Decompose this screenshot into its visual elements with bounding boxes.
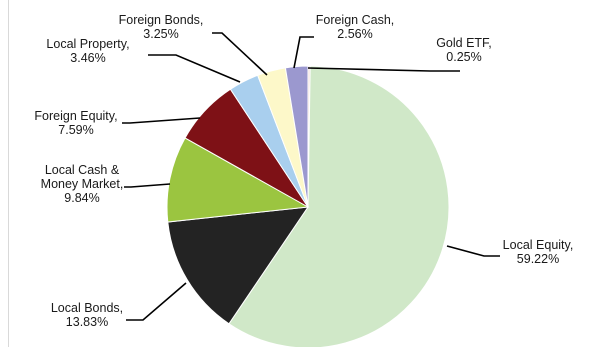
slice-name-label: Foreign Equity, [34,109,117,123]
slice-labels: Gold ETF,0.25% Local Equity,59.22% Local B… [34,13,573,329]
slice-value-label: 13.83% [66,315,108,329]
slice-name-label: Foreign Bonds, [119,13,204,27]
pie-slices [166,65,450,349]
leader-line [307,67,460,72]
leader-line [122,117,201,124]
pie-slice [167,206,310,325]
slice-name-label: Local Cash & [45,163,120,177]
slice-value-label: 0.25% [446,50,481,64]
leader-line [446,245,500,257]
leader-line [293,36,314,69]
slice-name-label: Foreign Cash, [316,13,395,27]
slice-value-label: 2.56% [337,27,372,41]
slice-value-label: 9.84% [64,191,99,205]
slice-value-label: 7.59% [58,123,93,137]
slice-name-label: Gold ETF, [436,36,492,50]
leader-line [212,32,268,76]
leader-lines [122,32,500,321]
leader-line [148,54,241,83]
leader-line [124,183,171,188]
slice-value-label: 59.22% [517,252,559,266]
slice-name-label: Money Market, [41,177,124,191]
slice-value-label: 3.46% [70,51,105,65]
slice-value-label: 3.25% [143,27,178,41]
leader-line [126,282,187,321]
pie-slice [284,65,309,208]
pie-slice [166,137,310,223]
slice-name-label: Local Bonds, [51,301,123,315]
slice-name-label: Local Property, [46,37,129,51]
slice-name-label: Local Equity, [503,238,574,252]
chart-border [8,0,9,347]
